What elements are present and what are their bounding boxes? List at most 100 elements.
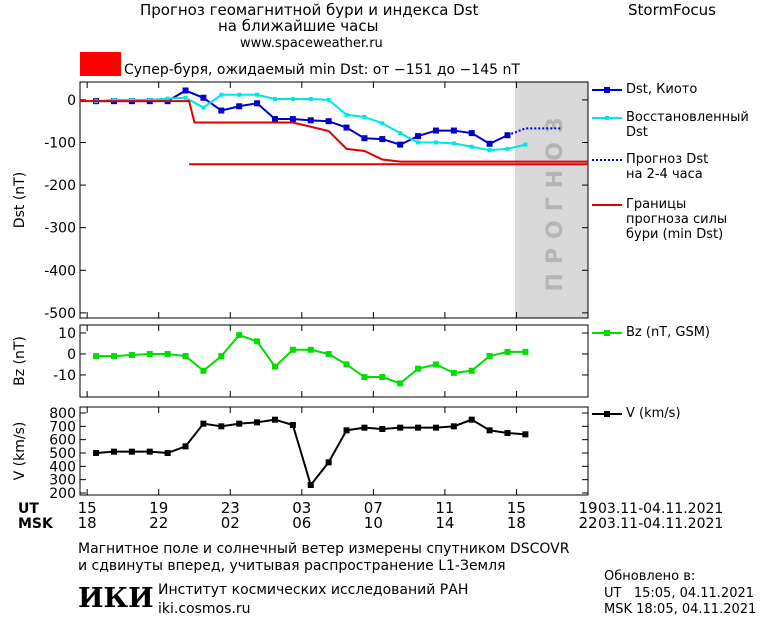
x2-tick-label: 06 [292, 514, 311, 532]
marker [504, 430, 511, 436]
marker [344, 112, 349, 117]
y-tick-label: -300 [44, 221, 76, 237]
marker [218, 353, 225, 360]
forecast-zone [515, 82, 588, 318]
marker [326, 97, 331, 102]
marker [147, 97, 152, 102]
plot-frame [79, 81, 589, 319]
marker [254, 419, 261, 426]
marker [415, 365, 422, 372]
y-tick-label: -100 [44, 135, 76, 151]
marker [93, 450, 100, 456]
marker [361, 424, 368, 431]
x2-tick-label: 18 [507, 514, 526, 532]
marker [504, 348, 511, 355]
marker [433, 140, 438, 145]
marker [165, 96, 170, 101]
series-line [507, 127, 562, 137]
x2-tick-label: 22 [149, 514, 168, 532]
y-tick-label: -400 [44, 263, 76, 279]
marker [110, 353, 117, 360]
alert-text: Супер-буря, ожидаемый min Dst: от −151 д… [124, 62, 520, 78]
marker [201, 105, 206, 110]
y-tick-label: 10 [58, 326, 76, 342]
marker [218, 423, 225, 430]
marker [255, 92, 260, 97]
marker [254, 338, 261, 345]
marker [397, 424, 404, 431]
marker [308, 97, 313, 102]
marker [450, 423, 457, 430]
legend-marker [604, 330, 610, 336]
marker [486, 427, 493, 434]
marker [164, 350, 171, 357]
marker [362, 114, 367, 119]
marker [397, 141, 404, 148]
marker [343, 124, 350, 131]
y-tick-label: 200 [49, 486, 76, 502]
legend-label: Восстановленный Dst [626, 110, 749, 140]
marker [397, 380, 404, 387]
alert-box [80, 52, 121, 76]
marker [236, 420, 243, 427]
marker [361, 374, 368, 381]
marker [486, 140, 493, 147]
y-tick-label: 700 [49, 419, 76, 435]
plot-frame [79, 406, 589, 496]
marker [128, 352, 135, 359]
marker [379, 136, 386, 143]
legend-label: Прогноз Dst на 2-4 часа [626, 152, 709, 182]
marker [415, 133, 422, 140]
x2-tick-label: 10 [364, 514, 383, 532]
marker [307, 346, 314, 353]
marker [182, 87, 189, 94]
marker [468, 367, 475, 374]
marker [129, 97, 134, 102]
subtitle: на ближайшие часы [218, 17, 379, 35]
y-tick-label: 300 [49, 473, 76, 489]
y-tick-label: -500 [44, 306, 76, 322]
y-axis-label: Dst (nT) [12, 172, 28, 228]
y-tick-label: 500 [49, 446, 76, 462]
marker [398, 131, 403, 136]
marker [522, 348, 529, 355]
marker [522, 431, 529, 438]
x-tick-label: 23 [221, 499, 240, 517]
title: Прогноз геомагнитной бури и индекса Dst [140, 1, 479, 19]
marker [343, 361, 350, 368]
y-tick-label: -10 [53, 368, 76, 384]
x-tick-label: 19 [578, 499, 597, 517]
marker [93, 353, 100, 360]
x-tick-label: 07 [364, 499, 383, 517]
marker [290, 97, 295, 102]
marker [325, 350, 332, 357]
x2-tick-label: 18 [78, 514, 97, 532]
x-tick-label: 15 [507, 499, 526, 517]
x2-axis-label: MSK [18, 516, 54, 532]
marker [416, 140, 421, 145]
marker [271, 363, 278, 370]
x2-tick-label: 14 [435, 514, 454, 532]
y-tick-label: 800 [49, 406, 76, 422]
marker [183, 95, 188, 100]
marker [325, 459, 332, 466]
marker [271, 116, 278, 123]
site: iki.cosmos.ru [158, 601, 251, 617]
date-range: 03.11-04.11.2021 [598, 501, 723, 517]
y-axis-label: V (km/s) [12, 422, 28, 481]
x2-tick-label: 02 [221, 514, 240, 532]
series-line [96, 418, 526, 488]
marker [468, 416, 475, 423]
x-tick-label: 15 [78, 499, 97, 517]
legend-marker [604, 87, 610, 93]
legend-label: Bz (nT, GSM) [626, 325, 711, 340]
marker [450, 369, 457, 376]
marker [361, 135, 368, 142]
brand: StormFocus [628, 1, 716, 19]
marker [325, 118, 332, 125]
marker [379, 426, 386, 432]
marker [254, 100, 261, 107]
series-line [80, 100, 588, 166]
y-tick-label: 400 [49, 459, 76, 475]
marker [271, 416, 278, 423]
